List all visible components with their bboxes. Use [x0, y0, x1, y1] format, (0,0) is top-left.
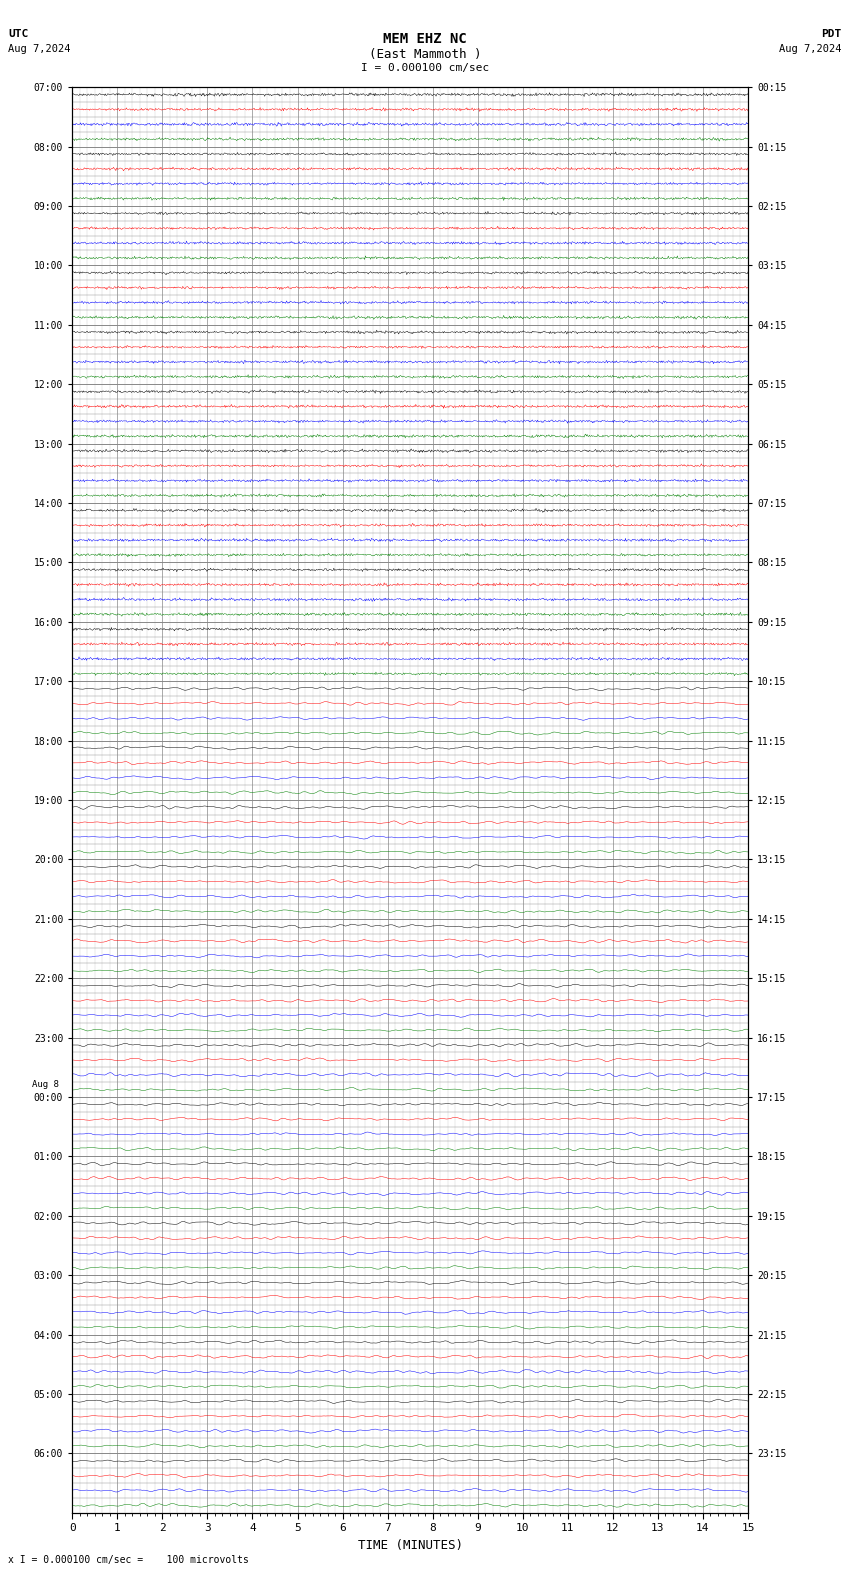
Text: MEM EHZ NC: MEM EHZ NC — [383, 32, 467, 46]
Text: PDT: PDT — [821, 29, 842, 38]
X-axis label: TIME (MINUTES): TIME (MINUTES) — [358, 1538, 462, 1552]
Text: UTC: UTC — [8, 29, 29, 38]
Text: (East Mammoth ): (East Mammoth ) — [369, 48, 481, 60]
Text: Aug 7,2024: Aug 7,2024 — [8, 44, 71, 54]
Text: Aug 7,2024: Aug 7,2024 — [779, 44, 842, 54]
Text: Aug 8: Aug 8 — [31, 1080, 59, 1088]
Text: I = 0.000100 cm/sec: I = 0.000100 cm/sec — [361, 63, 489, 73]
Text: x I = 0.000100 cm/sec =    100 microvolts: x I = 0.000100 cm/sec = 100 microvolts — [8, 1555, 249, 1565]
